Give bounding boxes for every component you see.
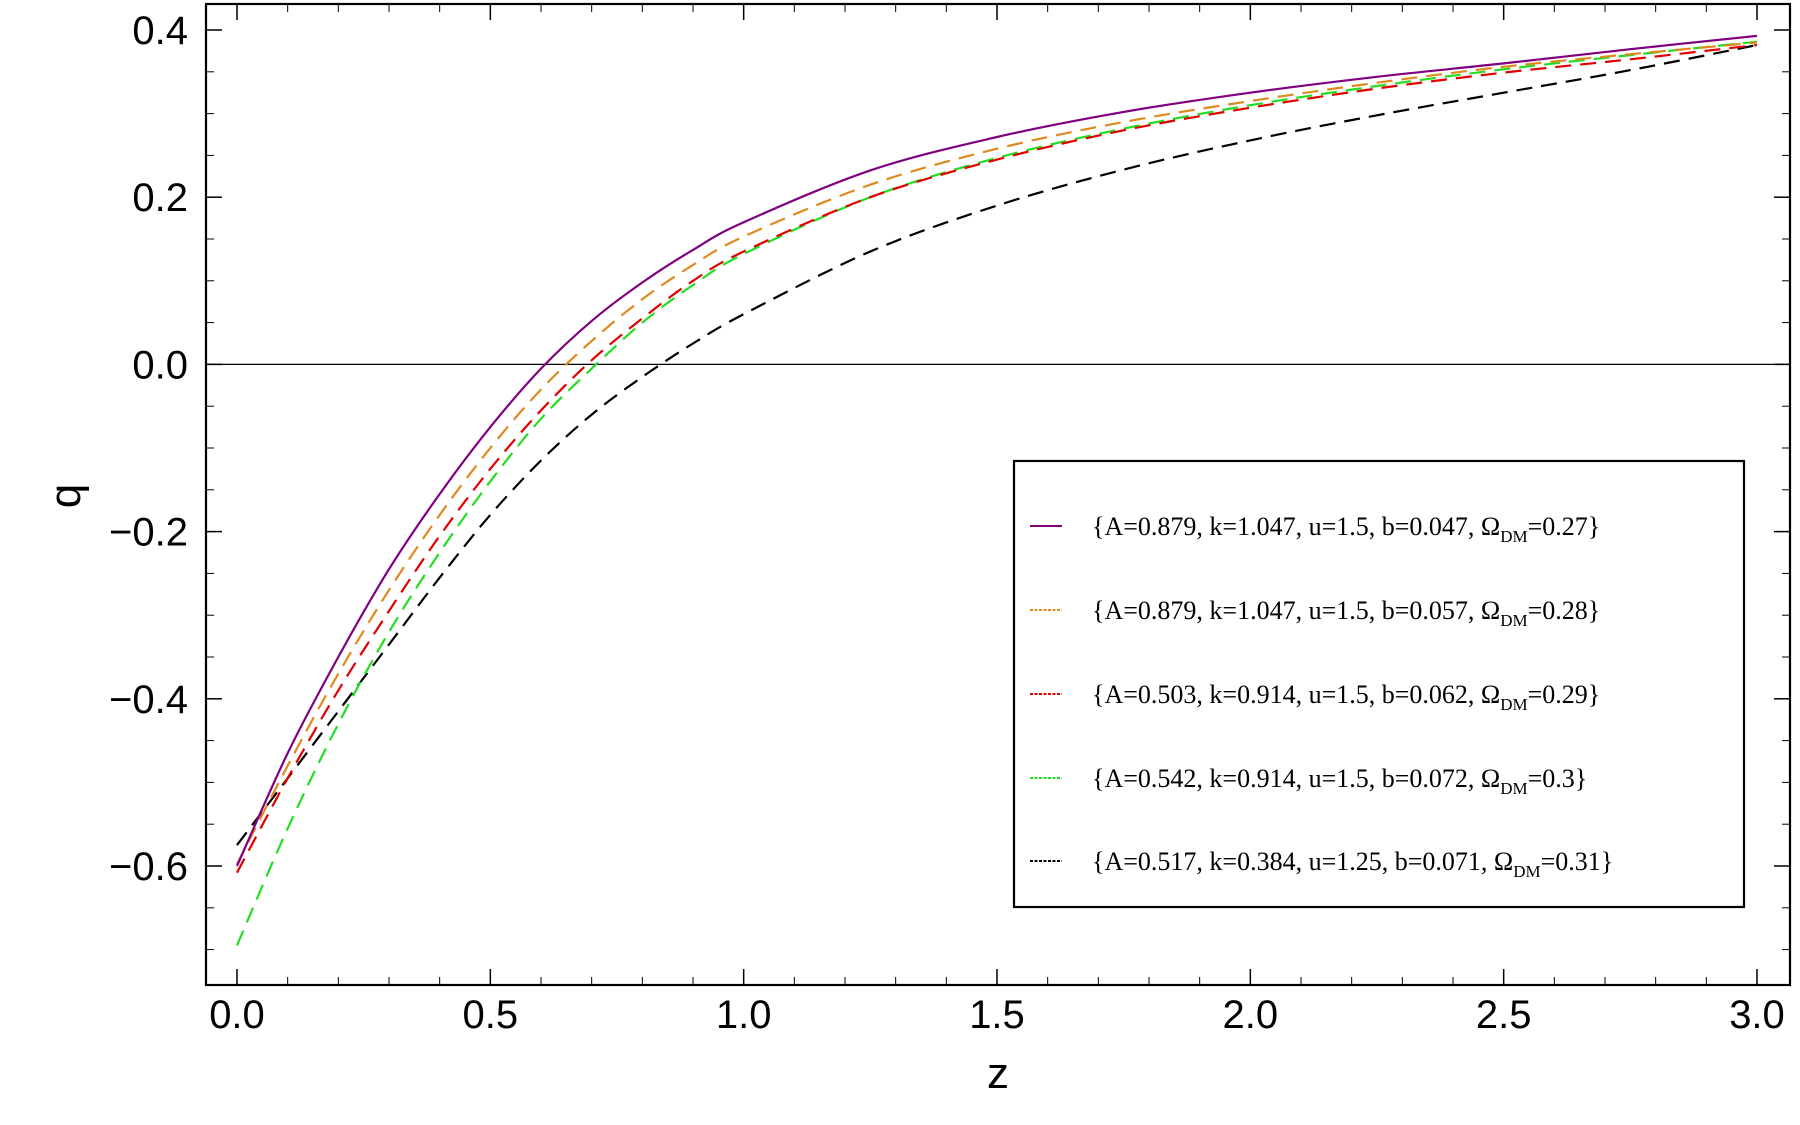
legend-entry-main: {A=0.517, k=0.384, u=1.25, b=0.071, Ω bbox=[1092, 847, 1513, 876]
legend-entry-4: {A=0.542, k=0.914, u=1.5, b=0.072, ΩDM=0… bbox=[1092, 764, 1587, 798]
legend-entry-tail: =0.31} bbox=[1541, 847, 1614, 876]
legend-entry-2: {A=0.879, k=1.047, u=1.5, b=0.057, ΩDM=0… bbox=[1092, 596, 1600, 630]
y-tick-label: −0.6 bbox=[109, 845, 188, 889]
y-axis-label: q bbox=[41, 484, 90, 508]
legend-entry-tail: =0.27} bbox=[1528, 512, 1601, 541]
legend-entry-subscript: DM bbox=[1500, 527, 1527, 546]
x-axis-label: z bbox=[987, 1049, 1009, 1098]
x-axis-ticks: 0.0 0.5 1.0 1.5 2.0 2.5 3.0 bbox=[209, 4, 1785, 1037]
series-line-1 bbox=[235, 34, 1758, 867]
legend-entry-main: {A=0.542, k=0.914, u=1.5, b=0.072, Ω bbox=[1092, 764, 1500, 793]
x-tick-label: 1.0 bbox=[716, 993, 772, 1037]
series-line-5 bbox=[236, 43, 1758, 846]
x-tick-label: 1.5 bbox=[969, 993, 1025, 1037]
legend-entry-tail: =0.28} bbox=[1528, 596, 1601, 625]
y-tick-label: 0.2 bbox=[132, 176, 188, 220]
series-layer bbox=[235, 34, 1758, 946]
legend-entry-main: {A=0.879, k=1.047, u=1.5, b=0.057, Ω bbox=[1092, 596, 1500, 625]
y-tick-label: 0.0 bbox=[132, 343, 188, 387]
legend-entry-subscript: DM bbox=[1500, 695, 1527, 714]
legend-entry-tail: =0.29} bbox=[1528, 680, 1601, 709]
x-tick-label: 2.5 bbox=[1476, 993, 1532, 1037]
y-axis-ticks: 0.4 0.2 0.0 −0.2 −0.4 −0.6 bbox=[109, 9, 1790, 951]
series-line-3 bbox=[236, 43, 1758, 874]
y-tick-label: −0.2 bbox=[109, 511, 188, 555]
x-tick-label: 3.0 bbox=[1729, 993, 1785, 1037]
legend-entry-main: {A=0.503, k=0.914, u=1.5, b=0.062, Ω bbox=[1092, 680, 1500, 709]
legend-entry-subscript: DM bbox=[1513, 862, 1540, 881]
legend: {A=0.879, k=1.047, u=1.5, b=0.047, ΩDM=0… bbox=[1012, 459, 1746, 909]
series-line-4 bbox=[235, 40, 1758, 946]
legend-entry-3: {A=0.503, k=0.914, u=1.5, b=0.062, ΩDM=0… bbox=[1092, 680, 1600, 714]
legend-entry-main: {A=0.879, k=1.047, u=1.5, b=0.047, Ω bbox=[1092, 512, 1500, 541]
legend-entry-1: {A=0.879, k=1.047, u=1.5, b=0.047, ΩDM=0… bbox=[1092, 512, 1600, 546]
legend-entry-subscript: DM bbox=[1500, 611, 1527, 630]
legend-box bbox=[1012, 459, 1746, 909]
y-tick-label: 0.4 bbox=[132, 9, 188, 53]
x-tick-label: 2.0 bbox=[1223, 993, 1279, 1037]
x-tick-label: 0.5 bbox=[463, 993, 519, 1037]
legend-entry-subscript: DM bbox=[1500, 779, 1527, 798]
x-tick-label: 0.0 bbox=[209, 993, 265, 1037]
y-tick-label: −0.4 bbox=[109, 678, 188, 722]
legend-entry-tail: =0.3} bbox=[1528, 764, 1588, 793]
legend-entry-5: {A=0.517, k=0.384, u=1.25, b=0.071, ΩDM=… bbox=[1092, 847, 1613, 881]
plot-frame bbox=[204, 2, 1792, 987]
series-line-2 bbox=[236, 41, 1758, 865]
